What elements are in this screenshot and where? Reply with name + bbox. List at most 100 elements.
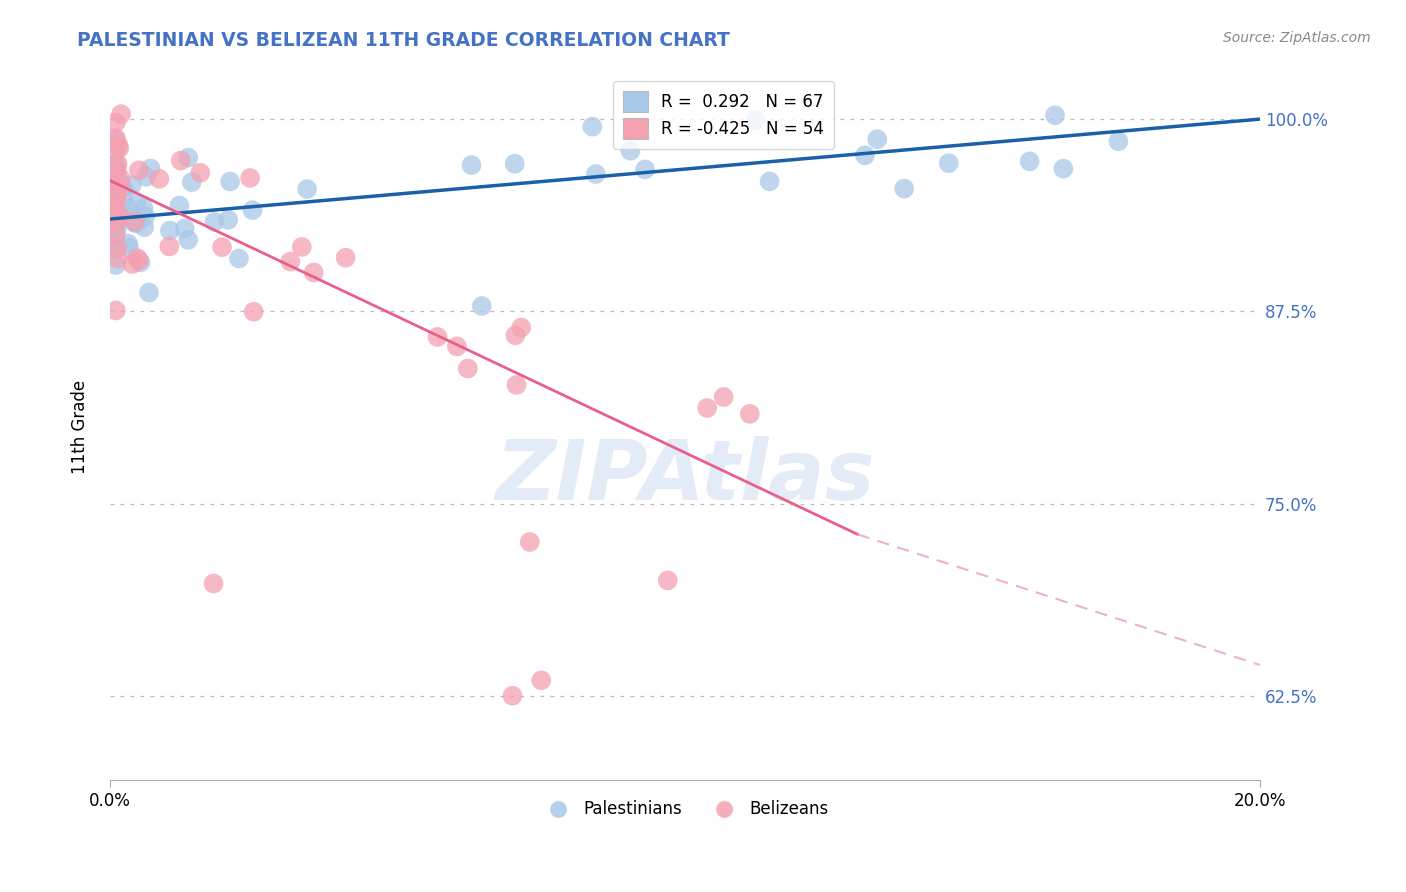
- Point: [104, 218, 127, 232]
- Point: [157, 239, 180, 253]
- Point: [502, 689, 524, 703]
- Point: [104, 207, 127, 221]
- Point: [619, 144, 641, 158]
- Y-axis label: 11th Grade: 11th Grade: [72, 380, 89, 474]
- Point: [204, 215, 226, 229]
- Point: [505, 377, 527, 392]
- Point: [505, 328, 527, 343]
- Point: [177, 151, 200, 165]
- Point: [111, 211, 134, 225]
- Point: [291, 240, 314, 254]
- Point: [148, 171, 170, 186]
- Point: [104, 200, 127, 214]
- Point: [104, 227, 127, 242]
- Point: [744, 113, 766, 128]
- Point: [104, 214, 127, 228]
- Point: [1018, 154, 1040, 169]
- Point: [104, 303, 127, 318]
- Point: [228, 252, 250, 266]
- Point: [242, 203, 264, 218]
- Point: [105, 240, 128, 254]
- Point: [503, 157, 526, 171]
- Text: Source: ZipAtlas.com: Source: ZipAtlas.com: [1223, 31, 1371, 45]
- Point: [104, 242, 127, 256]
- Point: [657, 574, 679, 588]
- Point: [853, 148, 876, 162]
- Point: [104, 210, 127, 224]
- Point: [121, 257, 143, 271]
- Point: [139, 161, 162, 176]
- Point: [938, 156, 960, 170]
- Point: [134, 220, 156, 235]
- Point: [696, 401, 718, 415]
- Point: [104, 166, 127, 180]
- Point: [104, 204, 127, 219]
- Point: [634, 162, 657, 177]
- Point: [135, 169, 157, 184]
- Text: PALESTINIAN VS BELIZEAN 11TH GRADE CORRELATION CHART: PALESTINIAN VS BELIZEAN 11TH GRADE CORRE…: [77, 31, 730, 50]
- Point: [519, 535, 541, 549]
- Point: [104, 174, 127, 188]
- Point: [104, 180, 127, 194]
- Point: [510, 320, 533, 334]
- Point: [530, 673, 553, 688]
- Point: [124, 215, 146, 229]
- Point: [460, 158, 482, 172]
- Point: [169, 198, 191, 212]
- Point: [426, 330, 449, 344]
- Point: [132, 201, 155, 215]
- Point: [104, 145, 127, 159]
- Point: [738, 407, 761, 421]
- Point: [104, 214, 127, 228]
- Point: [893, 181, 915, 195]
- Point: [128, 163, 150, 178]
- Point: [110, 171, 132, 186]
- Point: [124, 216, 146, 230]
- Point: [302, 265, 325, 279]
- Point: [173, 221, 195, 235]
- Point: [585, 167, 607, 181]
- Point: [107, 157, 129, 171]
- Point: [217, 212, 239, 227]
- Point: [170, 153, 193, 168]
- Point: [110, 180, 132, 194]
- Text: ZIPAtlas: ZIPAtlas: [495, 435, 875, 516]
- Point: [104, 115, 127, 129]
- Point: [1043, 108, 1066, 122]
- Point: [104, 234, 127, 248]
- Point: [457, 361, 479, 376]
- Point: [112, 181, 135, 195]
- Point: [758, 174, 780, 188]
- Point: [110, 107, 132, 121]
- Point: [105, 220, 128, 235]
- Point: [104, 159, 127, 173]
- Point: [446, 339, 468, 353]
- Point: [471, 299, 494, 313]
- Point: [211, 240, 233, 254]
- Point: [713, 390, 735, 404]
- Point: [104, 192, 127, 206]
- Point: [335, 251, 357, 265]
- Point: [127, 251, 149, 265]
- Point: [104, 177, 127, 191]
- Point: [1052, 161, 1074, 176]
- Point: [104, 131, 127, 145]
- Point: [159, 224, 181, 238]
- Point: [111, 192, 134, 206]
- Point: [104, 188, 127, 202]
- Point: [278, 254, 301, 268]
- Point: [866, 132, 889, 146]
- Point: [128, 253, 150, 268]
- Point: [219, 174, 242, 188]
- Point: [105, 194, 128, 208]
- Point: [129, 255, 152, 269]
- Point: [121, 178, 143, 192]
- Point: [104, 133, 127, 147]
- Point: [104, 186, 127, 201]
- Point: [104, 189, 127, 203]
- Point: [107, 213, 129, 227]
- Point: [112, 208, 135, 222]
- Point: [117, 202, 139, 216]
- Point: [108, 141, 131, 155]
- Point: [118, 241, 141, 255]
